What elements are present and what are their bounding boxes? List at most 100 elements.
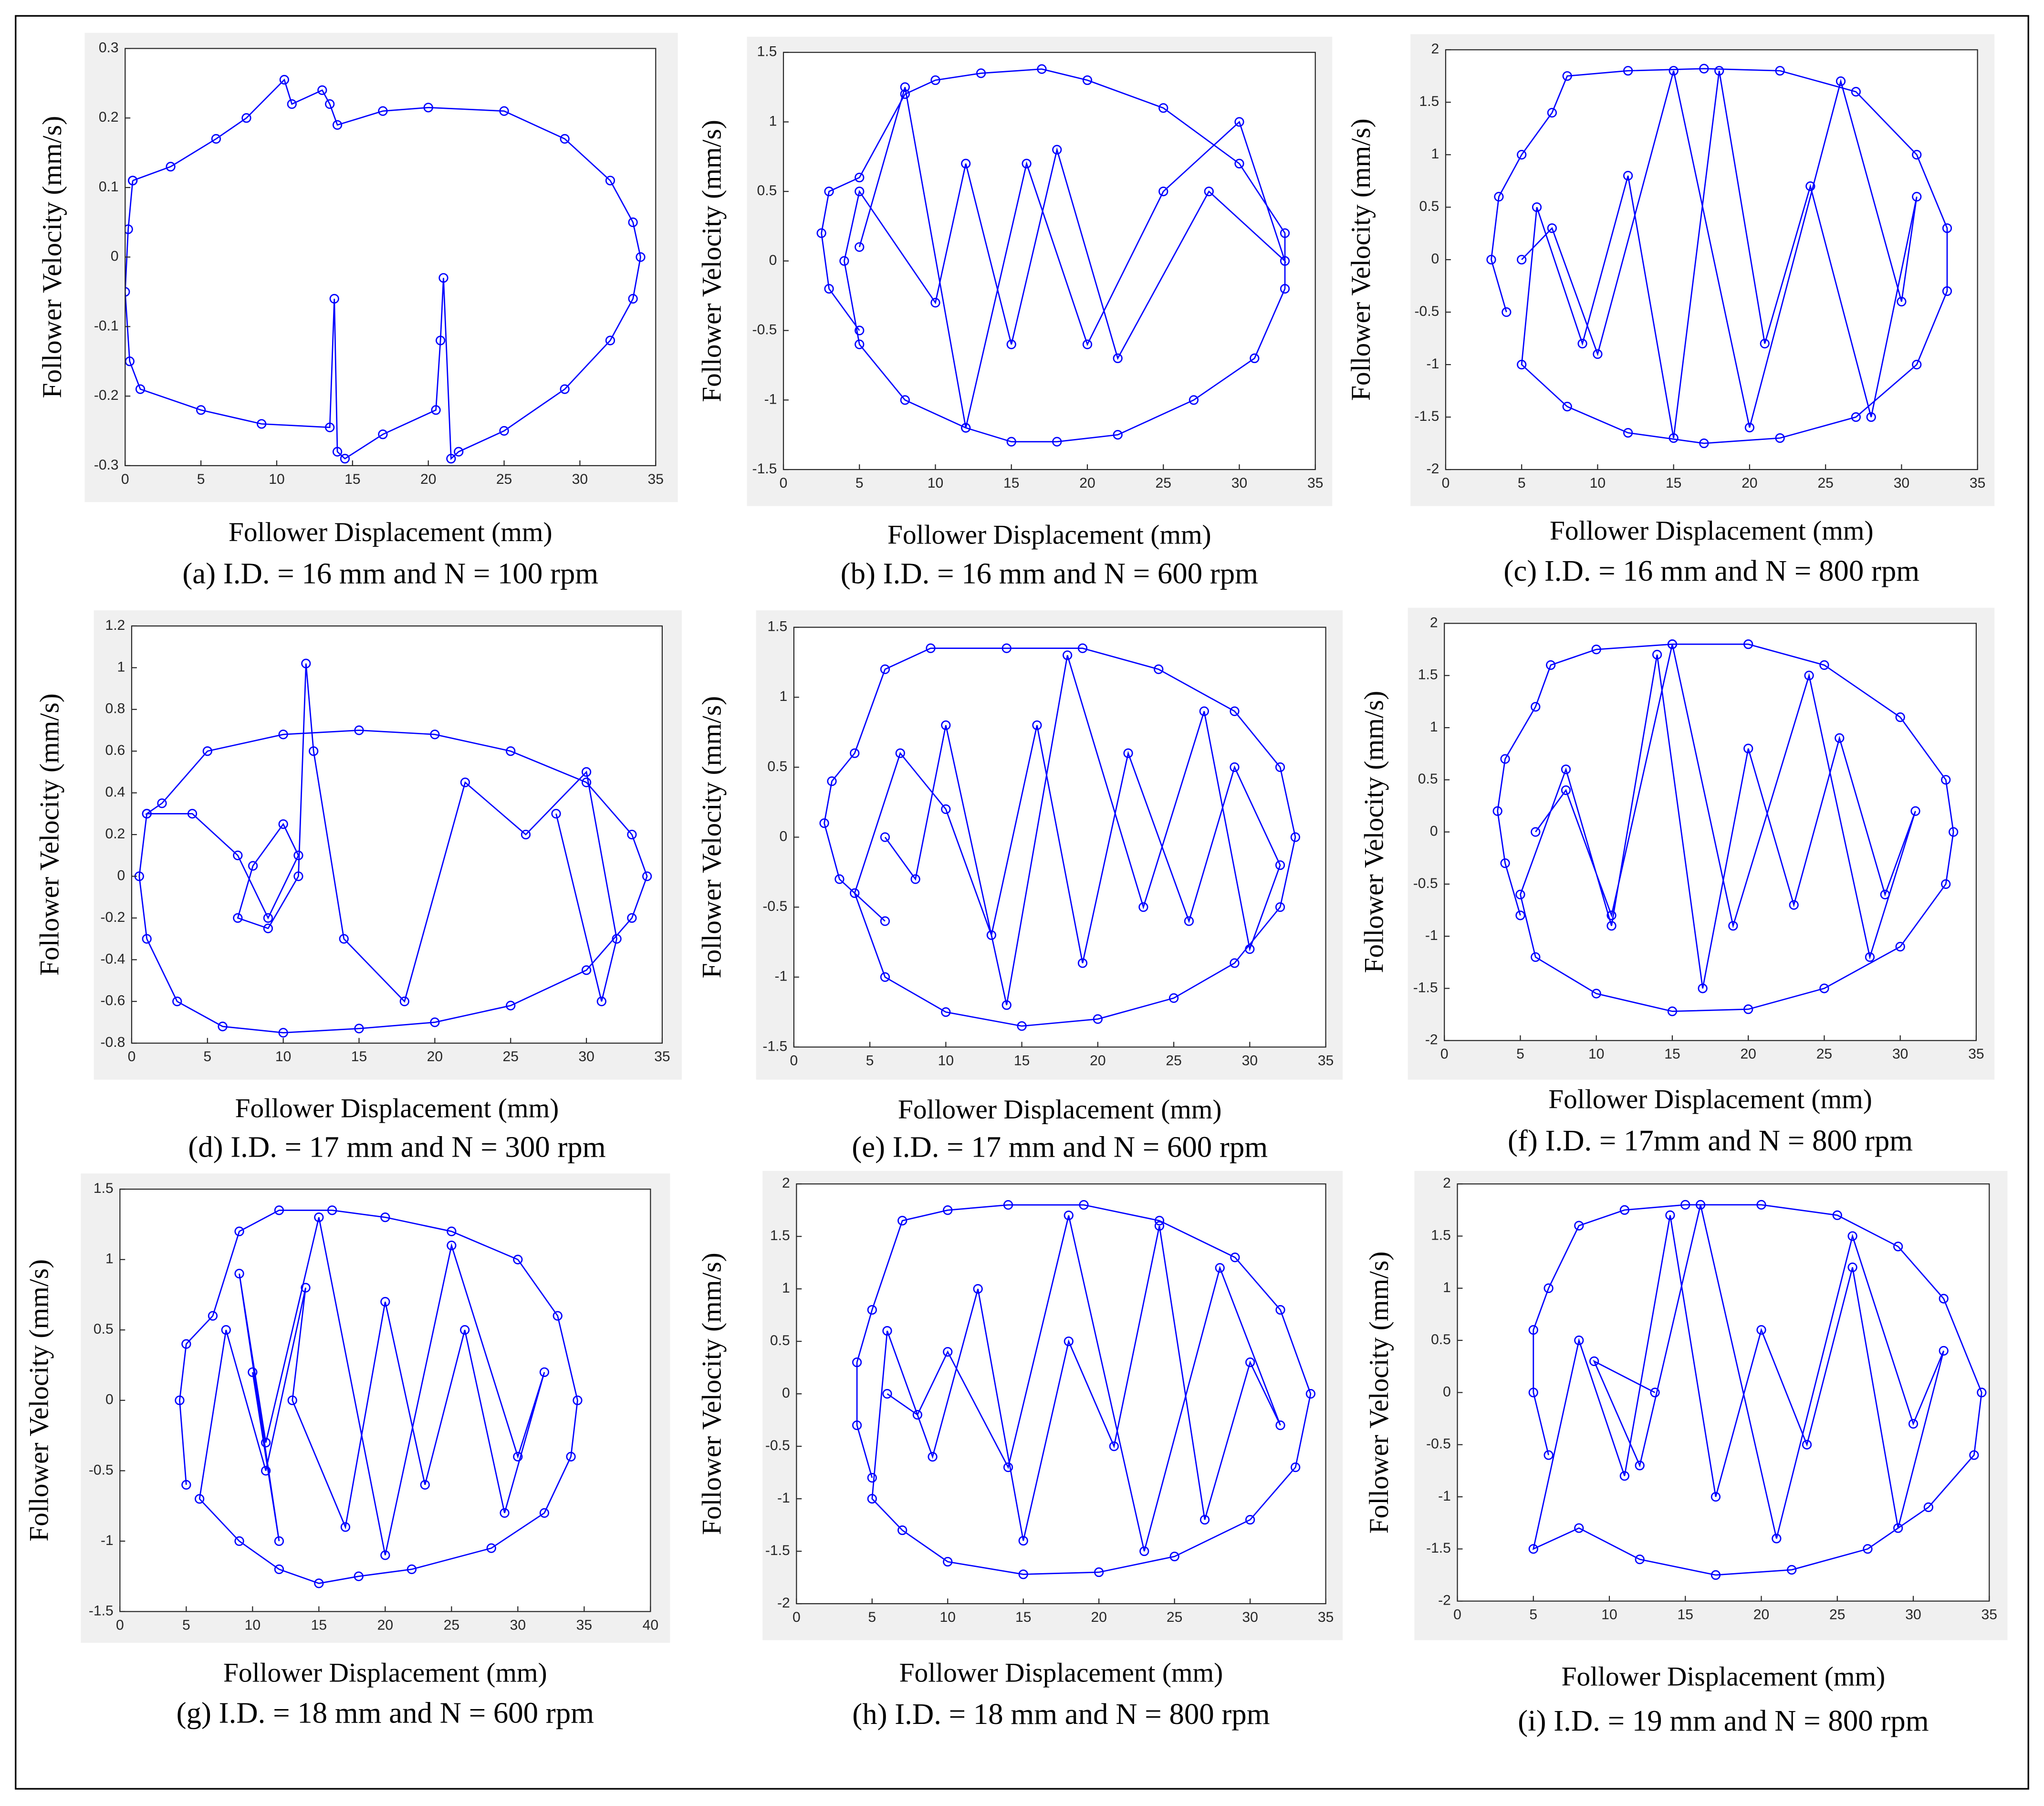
y-tick-label: 0 — [1431, 251, 1439, 267]
data-point — [274, 1205, 284, 1215]
data-point — [1577, 339, 1587, 349]
x-tick-label: 30 — [510, 1617, 526, 1633]
data-point — [1819, 983, 1829, 993]
data-point — [506, 746, 516, 756]
data-point — [293, 850, 303, 860]
data-layer — [134, 658, 652, 1038]
data-point — [234, 1536, 244, 1546]
data-point — [882, 1389, 892, 1399]
y-tick-label: -1 — [777, 1490, 790, 1506]
data-point — [1895, 712, 1905, 722]
data-point — [135, 384, 146, 394]
data-point — [1819, 660, 1829, 670]
x-axis-label: Follower Displacement (mm) — [898, 1095, 1222, 1125]
data-point — [1517, 360, 1527, 370]
data-point — [1018, 1535, 1028, 1546]
data-point — [181, 1480, 191, 1490]
data-point — [263, 923, 273, 933]
data-point — [1606, 910, 1616, 920]
data-point — [1077, 643, 1088, 653]
y-tick-label: -0.2 — [101, 909, 125, 925]
data-point — [354, 1571, 364, 1581]
x-tick-label: 20 — [420, 471, 436, 487]
data-point — [1531, 702, 1541, 712]
y-tick-label: 0.5 — [770, 1333, 790, 1348]
data-point — [628, 294, 638, 304]
data-layer — [1528, 1200, 1987, 1580]
y-tick-label: 2 — [1430, 615, 1438, 630]
data-point — [819, 818, 829, 828]
y-tick-label: 0.2 — [105, 826, 125, 842]
data-point — [855, 242, 865, 252]
subplot: 0 5 10 15 20 25 30 35 -0.3 -0.2 -0.1 0 0.1 0.2 0.3 Foll… — [37, 32, 678, 590]
data-point — [1280, 228, 1290, 238]
x-axis-label: Follower Displacement (mm) — [887, 520, 1211, 550]
data-point — [1744, 422, 1755, 433]
data-point — [196, 405, 206, 415]
x-tick-label: 25 — [1156, 475, 1171, 491]
x-tick-label: 35 — [1970, 475, 1985, 491]
data-point — [1574, 1221, 1584, 1231]
y-tick-label: -0.5 — [762, 898, 787, 914]
y-tick-label: -1 — [1425, 928, 1438, 943]
data-point — [1897, 297, 1907, 307]
data-point — [248, 861, 258, 871]
data-point — [900, 395, 910, 405]
data-point — [642, 871, 652, 881]
x-tick-label: 15 — [344, 471, 360, 487]
subplot: 0 5 10 15 20 25 30 35 40 -1.5 -1 -0.5 0 0.5 1 1.5 Follow… — [24, 1173, 670, 1729]
data-point — [340, 454, 350, 464]
data-point — [332, 120, 343, 130]
x-tick-label: 5 — [866, 1053, 874, 1068]
series-line — [1497, 643, 1954, 1012]
data-point — [1635, 1461, 1645, 1471]
y-tick-label: 1.5 — [1419, 94, 1439, 109]
data-point — [1082, 75, 1093, 85]
data-point — [447, 1226, 457, 1236]
data-point — [380, 1212, 390, 1222]
data-point — [855, 339, 865, 349]
data-point — [287, 99, 297, 109]
y-tick-label: 1 — [105, 1251, 114, 1267]
data-point — [1669, 433, 1679, 443]
x-tick-label: 25 — [1166, 1053, 1181, 1068]
data-point — [325, 422, 335, 432]
data-point — [1865, 952, 1875, 962]
x-tick-label: 25 — [1167, 1609, 1182, 1625]
data-point — [539, 1508, 550, 1518]
x-tick-label: 0 — [128, 1049, 136, 1065]
y-tick-label: -0.5 — [1413, 876, 1438, 891]
data-point — [560, 384, 570, 394]
y-tick-label: 1 — [1443, 1280, 1451, 1295]
data-point — [1275, 902, 1285, 912]
data-point — [1006, 339, 1016, 349]
data-point — [261, 1438, 271, 1448]
plot-area — [783, 52, 1315, 470]
series-line — [856, 1204, 1312, 1575]
x-tick-label: 15 — [1014, 1053, 1030, 1068]
x-tick-label: 10 — [940, 1609, 956, 1625]
data-layer — [816, 64, 1290, 447]
data-point — [1912, 192, 1922, 202]
data-point — [1234, 158, 1244, 169]
y-tick-label: -1 — [1438, 1488, 1451, 1504]
y-tick-label: 1 — [1430, 719, 1438, 735]
x-tick-label: 5 — [868, 1609, 876, 1625]
data-point — [1154, 1216, 1165, 1226]
x-axis-label: Follower Displacement (mm) — [1562, 1662, 1886, 1692]
data-point — [1018, 1569, 1028, 1579]
data-point — [850, 888, 860, 898]
data-point — [1635, 1555, 1645, 1565]
x-tick-label: 10 — [928, 475, 943, 491]
data-point — [506, 1001, 516, 1011]
x-tick-label: 35 — [576, 1617, 592, 1633]
x-tick-label: 15 — [1003, 475, 1019, 491]
y-axis-label: Follower Velocity (mm/s) — [697, 1253, 727, 1535]
data-point — [1756, 1200, 1766, 1210]
series-line — [138, 663, 648, 1033]
subplot: 0 5 10 15 20 25 30 35 -0.8 -0.6 -0.4 -0.2 0 0.2 0.4 0.6… — [34, 610, 682, 1164]
data-point — [1942, 286, 1952, 296]
y-tick-label: -1 — [1427, 356, 1439, 372]
data-point — [1866, 412, 1876, 422]
data-point — [941, 720, 951, 731]
